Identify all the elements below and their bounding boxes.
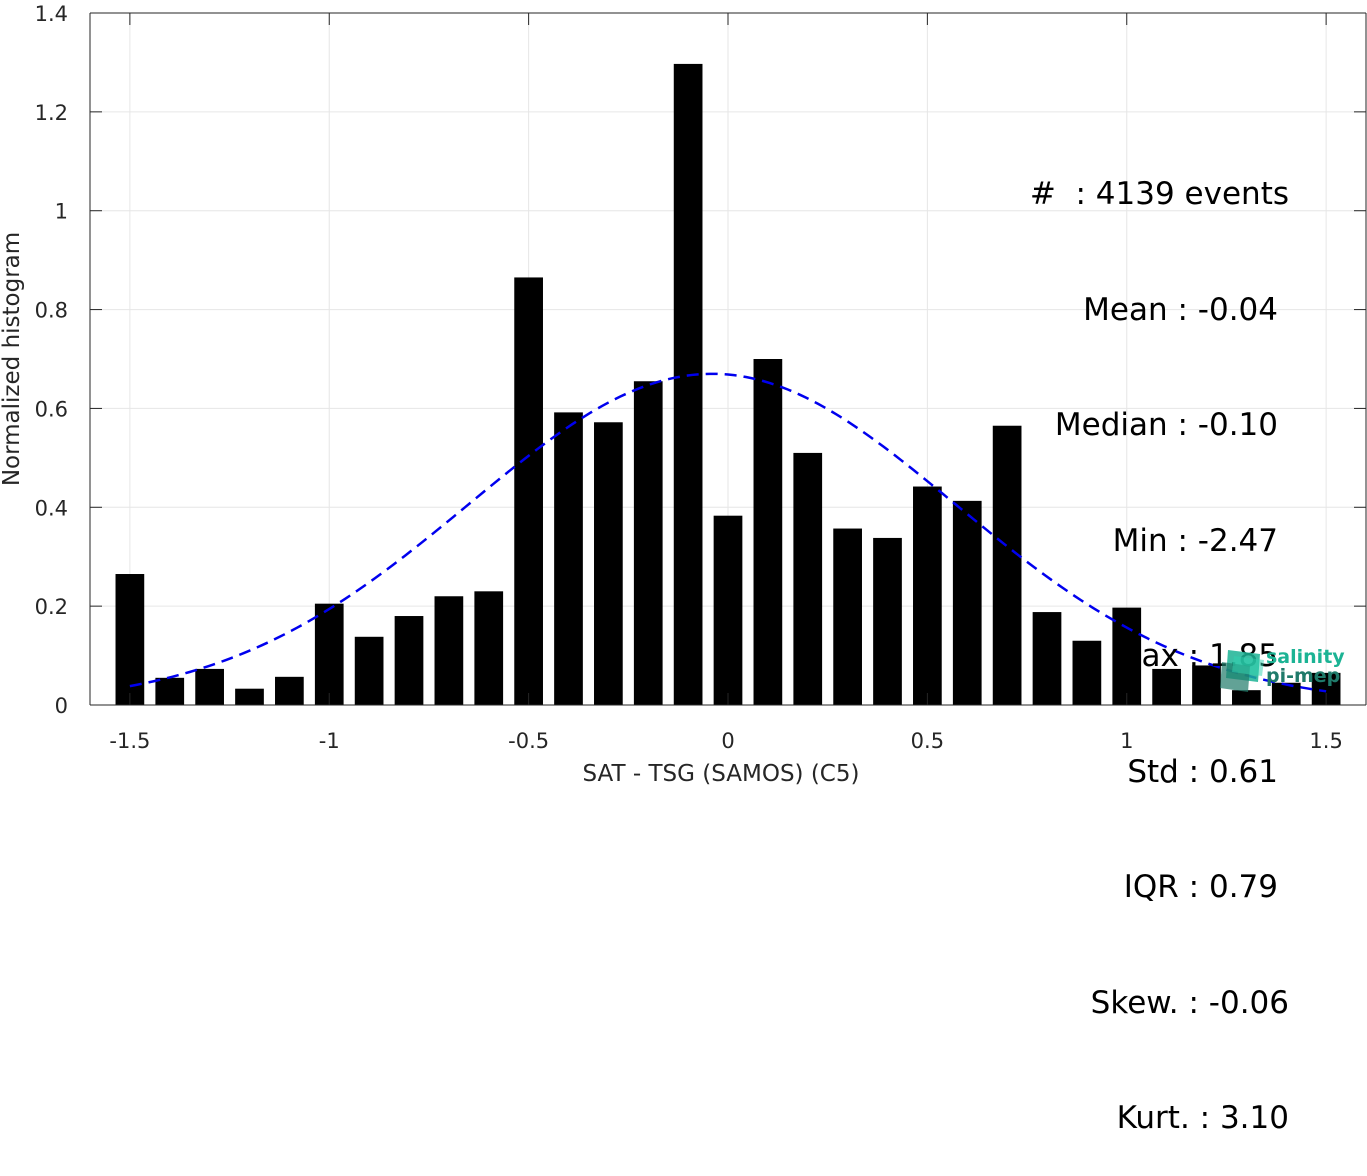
- x-tick-label: 0.5: [911, 729, 944, 753]
- y-tick-label: 0.2: [35, 595, 68, 619]
- x-tick-label: -1: [319, 729, 340, 753]
- stat-events: # : 4139 events: [1029, 176, 1289, 212]
- histogram-chart: -1.5 -1 -0.5 0 0.5 1 1.5 0 0.2 0.4 0.6 0.8 1 1.2 1.4 S…: [0, 0, 1367, 785]
- histogram-bar: [753, 359, 783, 705]
- y-axis-label: Normalized histogram: [0, 232, 25, 486]
- histogram-bar: [633, 381, 663, 705]
- stat-iqr: IQR : 0.79: [1123, 869, 1278, 905]
- y-tick-label: 1.4: [35, 2, 68, 26]
- histogram-bar: [1271, 682, 1301, 705]
- y-tick-label: 0.6: [35, 397, 68, 421]
- histogram-bar: [713, 515, 743, 705]
- histogram-bar: [474, 591, 504, 705]
- y-tick-label: 0.4: [35, 496, 68, 520]
- stat-std: Std : 0.61: [1127, 753, 1278, 790]
- histogram-bar: [673, 63, 703, 705]
- histogram-bar: [992, 425, 1022, 705]
- histogram-bar: [354, 636, 384, 705]
- histogram-bar: [793, 452, 823, 705]
- histogram-bar: [155, 677, 185, 705]
- logo-icon: [1220, 650, 1264, 692]
- salinity-pimep-logo: salinity pi-mep: [1220, 648, 1350, 694]
- histogram-bar: [434, 596, 464, 705]
- histogram-bar: [195, 668, 224, 705]
- stat-min: Min : -2.47: [1112, 522, 1278, 559]
- histogram-bar: [952, 500, 982, 705]
- histogram-bar: [394, 616, 424, 705]
- histogram-bar: [235, 688, 264, 705]
- histogram-bar: [514, 277, 543, 705]
- x-tick-label: -0.5: [508, 729, 549, 753]
- histogram-bar: [1072, 640, 1102, 705]
- y-tick-label: 1.2: [35, 101, 68, 125]
- logo-text-pimep: pi-mep: [1266, 665, 1341, 687]
- x-tick-label: -1.5: [109, 729, 150, 753]
- histogram-bar: [873, 537, 902, 705]
- y-tick-label: 1: [55, 200, 68, 224]
- histogram-bar: [314, 603, 344, 705]
- histogram-bar: [1152, 668, 1181, 705]
- histogram-bar: [1232, 690, 1261, 705]
- y-tick-label: 0.8: [35, 299, 68, 323]
- histogram-bar: [1192, 665, 1221, 705]
- stat-mean: Mean : -0.04: [1083, 291, 1278, 328]
- histogram-bar: [913, 486, 942, 705]
- y-tick-label: 0: [55, 694, 68, 718]
- histogram-bar: [594, 422, 623, 705]
- x-tick-label: 1.5: [1309, 729, 1342, 753]
- stat-skew: Skew. : -0.06: [1090, 984, 1289, 1021]
- histogram-bar: [1032, 612, 1062, 705]
- x-axis-label: SAT - TSG (SAMOS) (C5): [583, 761, 860, 785]
- logo-text-salinity: salinity: [1266, 646, 1345, 668]
- histogram-bar: [275, 676, 304, 705]
- statistics-box: # : 4139 events Mean : -0.04 Median : -0…: [1030, 98, 1289, 1176]
- histogram-bar: [1112, 607, 1142, 705]
- stat-kurt: Kurt. : 3.10: [1116, 1100, 1289, 1136]
- histogram-bar: [554, 412, 583, 705]
- x-tick-label: 1: [1120, 729, 1133, 753]
- gaussian-fit-curve: [129, 372, 1327, 693]
- x-tick-label: 0: [721, 729, 734, 753]
- stat-median: Median : -0.10: [1054, 407, 1278, 443]
- histogram-bar: [833, 528, 862, 705]
